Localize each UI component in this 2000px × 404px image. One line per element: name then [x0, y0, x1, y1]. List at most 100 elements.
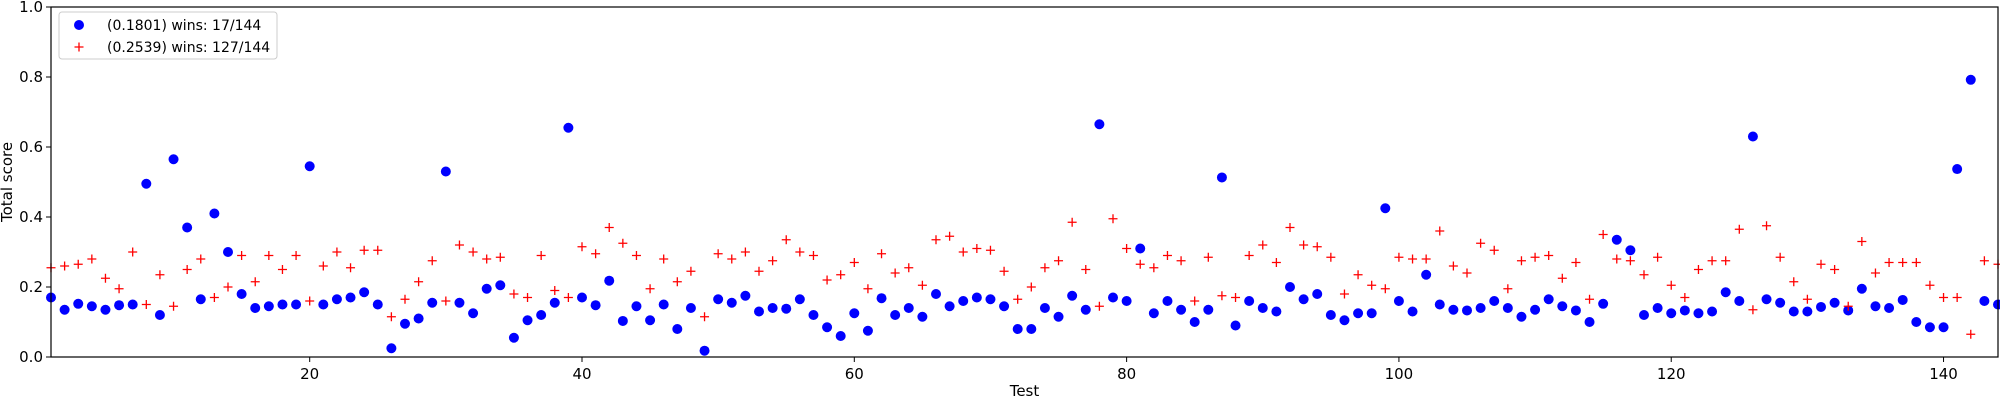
- series-0-point: [182, 223, 192, 233]
- series-1-point: [496, 253, 505, 262]
- series-0-point: [128, 300, 138, 310]
- series-1-point: [741, 248, 750, 257]
- series-1-point: [224, 283, 233, 292]
- series-0-point: [1013, 324, 1023, 334]
- series-0-point: [1571, 305, 1581, 315]
- x-tick-label: 140: [1929, 365, 1958, 383]
- series-0-point: [1816, 302, 1826, 312]
- series-1-point: [428, 256, 437, 265]
- series-1-point: [727, 255, 736, 264]
- series-0-point: [114, 300, 124, 310]
- series-0-point: [795, 294, 805, 304]
- series-1-point: [1599, 230, 1608, 239]
- series-1-point: [1857, 237, 1866, 246]
- series-0-point: [1476, 303, 1486, 313]
- series-0-point: [863, 326, 873, 336]
- y-axis-label: Total score: [0, 142, 16, 223]
- axes-frame: [51, 7, 1998, 357]
- series-1-point: [1680, 293, 1689, 302]
- series-1-point: [414, 277, 423, 286]
- series-1-point: [482, 255, 491, 264]
- series-1-point: [455, 241, 464, 250]
- series-1-point: [1994, 260, 2000, 269]
- series-0-point: [100, 305, 110, 315]
- series-0-point: [1394, 296, 1404, 306]
- series-0-point: [1408, 307, 1418, 317]
- series-1-point: [1776, 253, 1785, 262]
- series-0-point: [1271, 307, 1281, 317]
- series-0-point: [604, 276, 614, 286]
- series-0-point: [1516, 312, 1526, 322]
- series-0-point: [87, 301, 97, 311]
- series-1-point: [1558, 274, 1567, 283]
- series-0-point: [359, 287, 369, 297]
- series-1-point: [646, 284, 655, 293]
- series-0-point: [155, 310, 165, 320]
- series-0-point: [1190, 317, 1200, 327]
- series-1-point: [305, 297, 314, 306]
- series-0-point: [1530, 305, 1540, 315]
- series-0-point: [985, 294, 995, 304]
- series-0-point: [60, 305, 70, 315]
- series-0-point: [305, 161, 315, 171]
- series-0-point: [1898, 295, 1908, 305]
- series-0-point: [659, 300, 669, 310]
- series-0-point: [836, 331, 846, 341]
- series-1-point: [918, 281, 927, 290]
- series-0-point: [1625, 245, 1635, 255]
- series-1-point: [1762, 221, 1771, 230]
- series-1-point: [959, 248, 968, 257]
- series-1-point: [605, 223, 614, 232]
- series-1-point: [1667, 281, 1676, 290]
- series-1-point: [591, 249, 600, 258]
- series-1-point: [1435, 227, 1444, 236]
- series-1-point: [332, 248, 341, 257]
- series-0-point: [931, 289, 941, 299]
- series-1-point: [1286, 223, 1295, 232]
- series-1-point: [1217, 291, 1226, 300]
- series-0-point: [945, 301, 955, 311]
- series-0-point: [713, 294, 723, 304]
- series-1-point: [1626, 256, 1635, 265]
- series-1-point: [1830, 265, 1839, 274]
- series-0-point: [454, 298, 464, 308]
- series-1-point: [1027, 283, 1036, 292]
- series-0-point: [1299, 294, 1309, 304]
- series-1-point: [932, 235, 941, 244]
- y-tick-label: 0.6: [19, 138, 43, 156]
- legend: (0.1801) wins: 17/144 (0.2539) wins: 127…: [59, 12, 277, 59]
- series-0-point: [264, 301, 274, 311]
- series-0-point: [700, 346, 710, 356]
- series-0-point: [972, 293, 982, 303]
- series-1-point: [823, 276, 832, 285]
- series-0-point: [1380, 203, 1390, 213]
- series-1-point: [346, 263, 355, 272]
- series-0-point: [1966, 75, 1976, 85]
- series-0-point: [291, 300, 301, 310]
- series-1-point: [1939, 293, 1948, 302]
- series-0-point: [1884, 303, 1894, 313]
- series-0-point: [740, 291, 750, 301]
- series-0-point: [550, 298, 560, 308]
- series-0-point: [1857, 284, 1867, 294]
- series-0-point: [1312, 289, 1322, 299]
- series-0-point: [686, 303, 696, 313]
- series-0-point: [1040, 303, 1050, 313]
- series-1-point: [1871, 269, 1880, 278]
- series-1-point: [550, 286, 559, 295]
- series-0-point: [1639, 310, 1649, 320]
- series-1-point: [509, 290, 518, 299]
- series-0-point: [373, 300, 383, 310]
- series-1-point: [1980, 256, 1989, 265]
- series-0-point: [618, 316, 628, 326]
- series-1-point: [319, 262, 328, 271]
- series-0-point: [1979, 296, 1989, 306]
- series-0-point: [1217, 172, 1227, 182]
- series-1-point: [659, 255, 668, 264]
- series-1-point: [1326, 253, 1335, 262]
- series-1-point: [1885, 258, 1894, 267]
- series-0-point: [591, 300, 601, 310]
- series-1-point: [1136, 260, 1145, 269]
